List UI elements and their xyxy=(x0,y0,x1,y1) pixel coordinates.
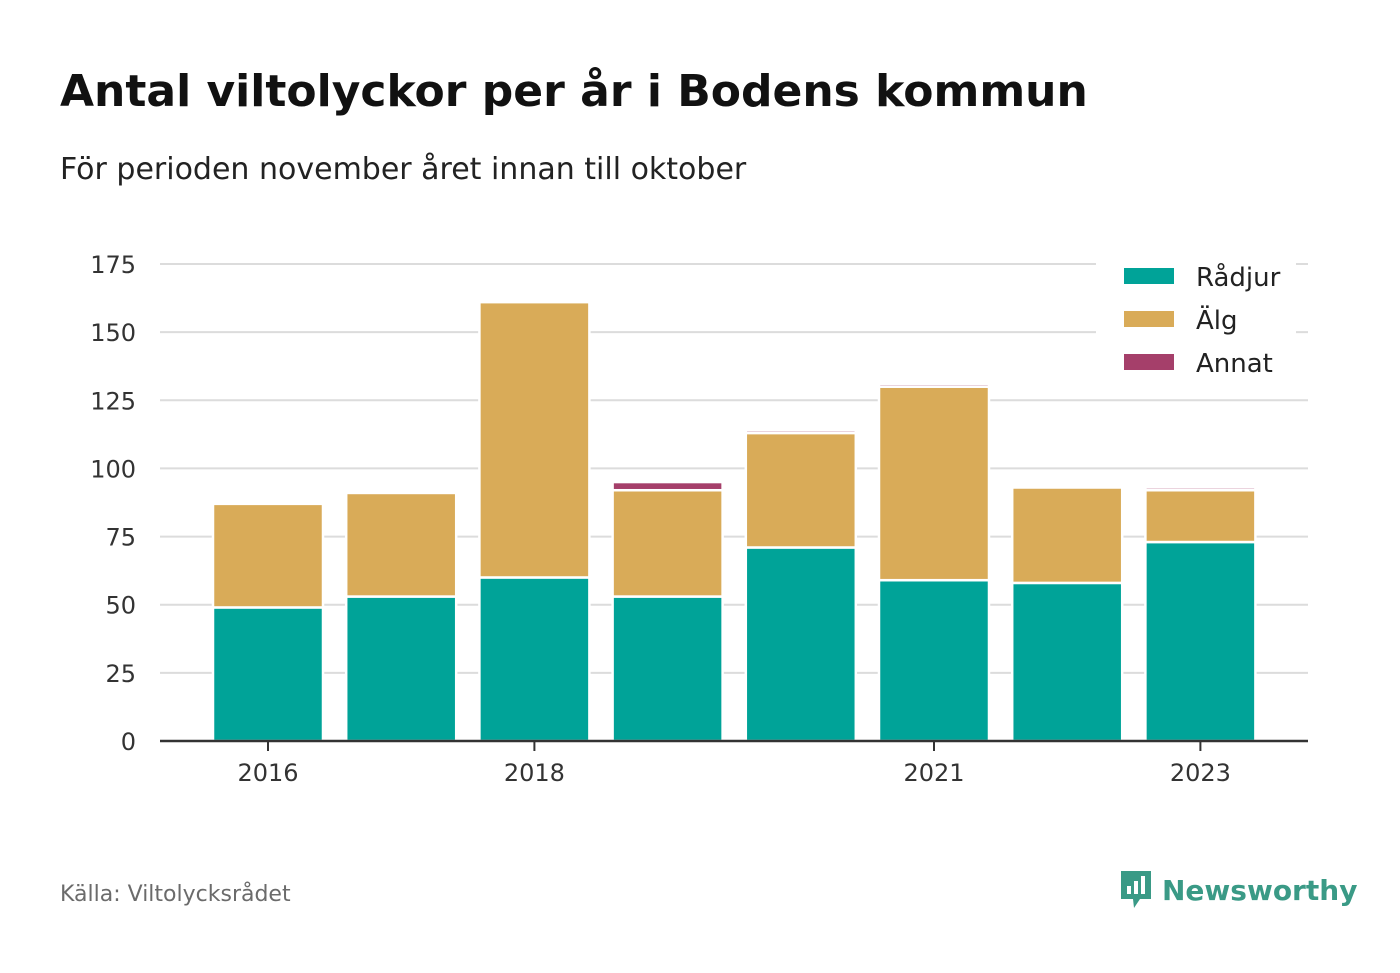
legend-label-alg: Älg xyxy=(1196,304,1238,336)
bar-radjur xyxy=(877,578,991,743)
bar-alg xyxy=(877,385,991,582)
y-tick-label: 100 xyxy=(90,455,136,483)
bar-alg xyxy=(1144,488,1257,544)
legend-swatch-annat xyxy=(1124,354,1174,370)
source-note: Källa: Viltolycksrådet xyxy=(60,882,291,907)
bar-radjur xyxy=(211,606,325,743)
newsworthy-logo: Newsworthy xyxy=(1118,868,1357,912)
bar-alg xyxy=(478,300,591,579)
legend-swatch-radjur xyxy=(1124,268,1174,284)
legend-label-radjur: Rådjur xyxy=(1196,262,1281,293)
bar-radjur xyxy=(344,595,458,743)
y-tick-label: 150 xyxy=(90,319,136,347)
bar-alg xyxy=(211,502,325,609)
bar-radjur xyxy=(1144,540,1257,743)
y-tick-label: 75 xyxy=(105,524,136,552)
brand-name: Newsworthy xyxy=(1162,873,1358,907)
bar-annat xyxy=(877,382,991,388)
bar-radjur xyxy=(1010,581,1124,743)
bar-alg xyxy=(611,488,724,598)
x-tick-label: 2023 xyxy=(1170,759,1231,787)
y-tick-label: 175 xyxy=(90,251,136,279)
bar-alg xyxy=(744,431,858,549)
newsworthy-icon xyxy=(1121,871,1151,908)
y-tick-label: 50 xyxy=(105,592,136,620)
chart-subtitle: För perioden november året innan till ok… xyxy=(60,152,747,187)
legend-background xyxy=(1096,244,1296,374)
chart-title: Antal viltolyckor per år i Bodens kommun xyxy=(60,66,1088,117)
bar-annat xyxy=(1144,486,1257,492)
bar-radjur xyxy=(611,595,724,743)
x-tick-label: 2018 xyxy=(504,759,565,787)
bar-radjur xyxy=(744,546,858,743)
y-tick-label: 25 xyxy=(105,660,136,688)
bar-radjur xyxy=(478,576,591,743)
y-tick-label: 125 xyxy=(90,387,136,415)
x-tick-label: 2016 xyxy=(237,759,298,787)
bar-alg xyxy=(1010,486,1124,585)
x-tick-label: 2021 xyxy=(903,759,964,787)
legend-swatch-alg xyxy=(1124,311,1174,327)
legend-label-annat: Annat xyxy=(1196,349,1273,379)
bar-alg xyxy=(344,491,458,598)
y-tick-label: 0 xyxy=(121,728,136,756)
bar-annat xyxy=(744,429,858,435)
bar-annat xyxy=(611,480,724,492)
